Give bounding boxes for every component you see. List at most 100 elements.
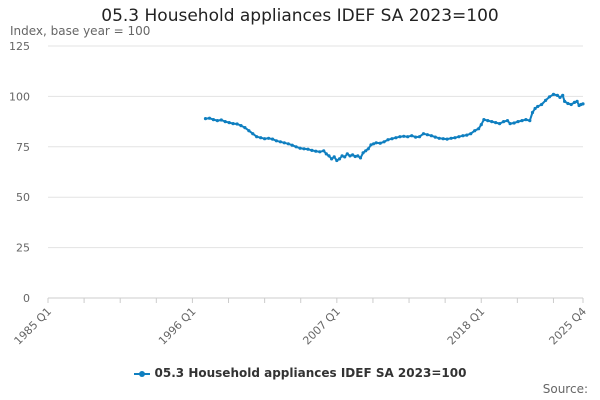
- data-point[interactable]: [558, 95, 562, 99]
- data-point[interactable]: [322, 149, 326, 153]
- data-point[interactable]: [351, 153, 355, 157]
- data-point[interactable]: [340, 154, 344, 158]
- data-point[interactable]: [524, 118, 528, 122]
- data-point[interactable]: [310, 148, 314, 152]
- data-point[interactable]: [569, 102, 573, 107]
- data-point[interactable]: [508, 122, 512, 126]
- data-point[interactable]: [278, 140, 282, 144]
- data-point[interactable]: [282, 141, 286, 145]
- data-point[interactable]: [433, 135, 437, 139]
- data-point[interactable]: [533, 106, 537, 111]
- data-point[interactable]: [332, 155, 336, 159]
- data-point[interactable]: [243, 126, 247, 130]
- data-point[interactable]: [421, 132, 426, 136]
- data-point[interactable]: [235, 122, 239, 126]
- data-point[interactable]: [259, 136, 263, 140]
- data-point[interactable]: [223, 120, 227, 124]
- data-point[interactable]: [267, 136, 271, 140]
- data-point[interactable]: [335, 158, 339, 163]
- data-point[interactable]: [473, 129, 477, 133]
- data-point[interactable]: [343, 155, 347, 159]
- data-point[interactable]: [203, 117, 208, 121]
- data-point[interactable]: [566, 101, 570, 106]
- data-point[interactable]: [465, 133, 469, 137]
- data-point[interactable]: [561, 93, 565, 97]
- data-point[interactable]: [477, 127, 481, 131]
- data-point[interactable]: [469, 132, 473, 136]
- data-point[interactable]: [294, 145, 298, 149]
- data-point[interactable]: [572, 100, 577, 104]
- data-point[interactable]: [239, 124, 243, 128]
- data-point[interactable]: [453, 136, 457, 140]
- data-point[interactable]: [479, 123, 483, 127]
- data-point[interactable]: [302, 147, 306, 151]
- data-point[interactable]: [361, 151, 365, 155]
- data-point[interactable]: [398, 135, 402, 139]
- data-point[interactable]: [270, 137, 275, 141]
- data-point[interactable]: [255, 135, 259, 139]
- data-point[interactable]: [330, 157, 334, 161]
- data-point[interactable]: [274, 139, 278, 143]
- data-point[interactable]: [461, 134, 465, 138]
- data-point[interactable]: [386, 138, 390, 142]
- data-point[interactable]: [437, 136, 441, 140]
- data-point[interactable]: [251, 132, 255, 136]
- data-point[interactable]: [449, 136, 453, 140]
- data-point[interactable]: [502, 120, 506, 124]
- data-point[interactable]: [353, 154, 357, 159]
- data-point[interactable]: [410, 134, 414, 138]
- data-point[interactable]: [429, 134, 433, 138]
- data-point[interactable]: [544, 98, 548, 102]
- data-point[interactable]: [505, 119, 510, 123]
- data-point[interactable]: [536, 104, 540, 109]
- data-point[interactable]: [327, 154, 331, 158]
- data-point[interactable]: [402, 134, 406, 138]
- data-point[interactable]: [417, 135, 422, 139]
- data-point[interactable]: [306, 147, 310, 151]
- data-point[interactable]: [581, 102, 585, 106]
- data-point[interactable]: [372, 142, 376, 146]
- data-point[interactable]: [369, 143, 373, 147]
- data-point[interactable]: [382, 140, 386, 144]
- data-point[interactable]: [337, 157, 342, 161]
- data-point[interactable]: [486, 119, 490, 123]
- data-point[interactable]: [547, 95, 552, 99]
- data-point[interactable]: [498, 122, 502, 126]
- data-point[interactable]: [563, 99, 567, 103]
- data-point[interactable]: [540, 102, 544, 107]
- data-point[interactable]: [231, 122, 235, 126]
- data-point[interactable]: [414, 135, 418, 139]
- data-point[interactable]: [366, 147, 370, 151]
- data-point[interactable]: [324, 152, 328, 156]
- data-point[interactable]: [445, 137, 449, 141]
- data-point[interactable]: [512, 121, 516, 125]
- data-point[interactable]: [358, 156, 363, 160]
- data-point[interactable]: [227, 121, 231, 125]
- data-point[interactable]: [263, 137, 267, 141]
- data-point[interactable]: [318, 150, 322, 154]
- data-point[interactable]: [394, 136, 398, 140]
- data-point[interactable]: [528, 119, 532, 123]
- data-point[interactable]: [356, 154, 360, 158]
- data-point[interactable]: [378, 141, 382, 145]
- series-line[interactable]: [205, 93, 584, 162]
- data-point[interactable]: [314, 149, 318, 153]
- data-point[interactable]: [555, 93, 560, 97]
- legend[interactable]: 05.3 Household appliances IDEF SA 2023=1…: [0, 366, 600, 380]
- data-point[interactable]: [490, 120, 494, 124]
- data-point[interactable]: [530, 110, 535, 115]
- data-point[interactable]: [211, 118, 215, 122]
- data-point[interactable]: [482, 118, 486, 122]
- data-point[interactable]: [520, 119, 524, 123]
- data-point[interactable]: [494, 121, 498, 125]
- data-point[interactable]: [207, 116, 212, 120]
- data-point[interactable]: [425, 133, 429, 137]
- data-point[interactable]: [348, 154, 352, 158]
- data-point[interactable]: [390, 137, 394, 141]
- data-point[interactable]: [551, 92, 556, 96]
- data-point[interactable]: [575, 99, 579, 103]
- data-point[interactable]: [516, 120, 520, 124]
- data-point[interactable]: [298, 146, 302, 150]
- data-point[interactable]: [215, 119, 219, 123]
- data-point[interactable]: [247, 129, 251, 133]
